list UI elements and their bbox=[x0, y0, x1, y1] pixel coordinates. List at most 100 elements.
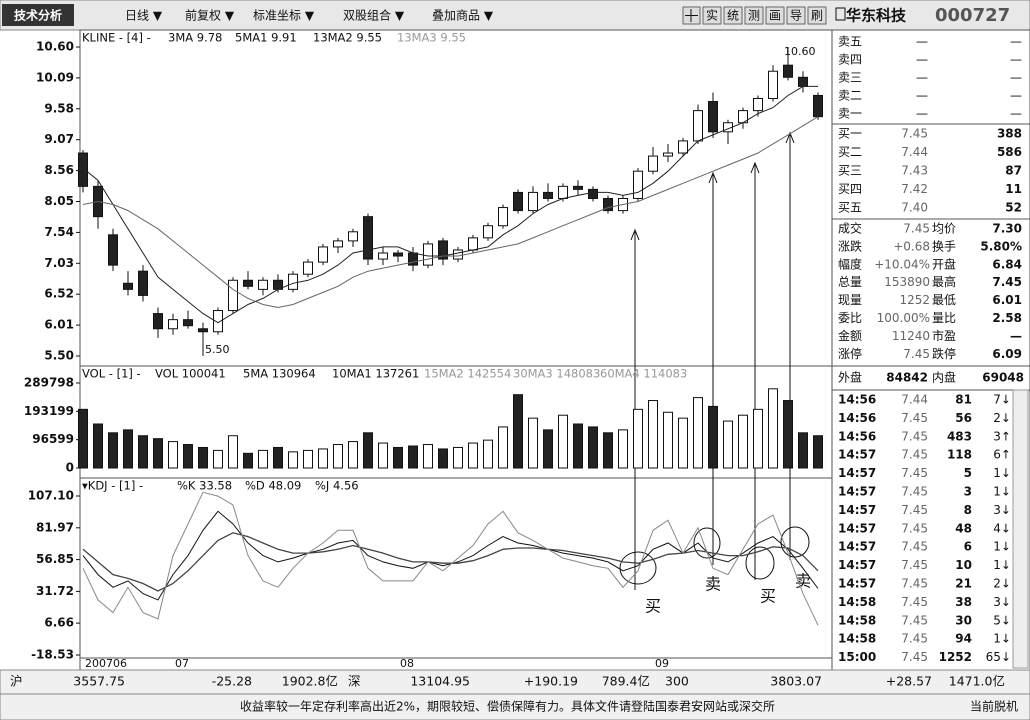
legend: 13MA2 9.55 bbox=[313, 31, 382, 45]
volume-bar bbox=[498, 426, 508, 469]
y-tick-label: -18.53 bbox=[31, 648, 74, 662]
menu[interactable]: 日线 ▼ bbox=[125, 9, 163, 23]
tick-price: 7.45 bbox=[901, 466, 928, 480]
candle-body bbox=[288, 273, 298, 290]
y-tick-label: 56.85 bbox=[36, 552, 74, 566]
tick-volume: 21 bbox=[955, 577, 972, 591]
tick-price: 7.44 bbox=[901, 393, 928, 407]
volume-bar bbox=[333, 444, 343, 469]
buy-price: 7.44 bbox=[901, 145, 928, 159]
sell-volume: — bbox=[1010, 53, 1022, 67]
candle-body bbox=[768, 70, 778, 99]
stat-value: 7.45 bbox=[903, 222, 930, 236]
sell-label: 卖四 bbox=[838, 53, 862, 67]
volume-bar bbox=[348, 441, 358, 469]
outer-value: 84842 bbox=[886, 371, 928, 385]
candle-body bbox=[483, 225, 493, 239]
y-tick-label: 96599 bbox=[32, 432, 74, 446]
legend: %K 33.58 bbox=[177, 479, 232, 493]
tick-count: 3↑ bbox=[993, 429, 1011, 443]
y-tick-label: 5.50 bbox=[44, 349, 74, 363]
stat-value: 1252 bbox=[899, 293, 930, 307]
button[interactable] bbox=[765, 6, 785, 25]
scrollbar[interactable] bbox=[1012, 389, 1029, 669]
tick-time: 14:57 bbox=[838, 485, 876, 499]
tab[interactable] bbox=[2, 4, 74, 26]
menu[interactable]: 叠加商品 ▼ bbox=[432, 8, 494, 23]
candle-body bbox=[588, 188, 598, 199]
candle-body bbox=[813, 94, 823, 118]
tick-volume: 94 bbox=[955, 632, 972, 646]
tick-price: 7.45 bbox=[901, 595, 928, 609]
volume-bar bbox=[138, 435, 148, 469]
volume-bar bbox=[483, 439, 493, 469]
volume-bar bbox=[213, 449, 223, 469]
tick-time: 14:57 bbox=[838, 577, 876, 591]
volume-bar bbox=[453, 446, 463, 469]
stat-label: 开盘 bbox=[932, 256, 956, 271]
tab-title: 技术分析 bbox=[14, 8, 62, 23]
candle-body bbox=[108, 234, 118, 266]
volume-bar bbox=[108, 432, 118, 469]
candle-body bbox=[423, 243, 433, 266]
signal: 卖 bbox=[705, 575, 721, 594]
stock-name: 华东科技 bbox=[846, 7, 907, 25]
stat-label: 最高 bbox=[932, 274, 956, 289]
candle-body bbox=[363, 216, 373, 260]
stat-value: +0.68 bbox=[893, 239, 930, 253]
button[interactable] bbox=[702, 6, 722, 25]
button-label: 统 bbox=[727, 9, 739, 23]
buy-label: 买五 bbox=[838, 201, 862, 215]
volume-bar bbox=[153, 438, 163, 469]
volume-bar bbox=[243, 452, 253, 469]
circle bbox=[693, 527, 721, 559]
y-tick-label: 107.10 bbox=[28, 489, 74, 503]
y-tick-label: 7.54 bbox=[44, 225, 74, 239]
button[interactable] bbox=[723, 6, 743, 25]
button[interactable] bbox=[807, 6, 827, 25]
volume-bar bbox=[633, 408, 643, 469]
buy-label: 买一 bbox=[838, 127, 862, 141]
stat-value: 7.45 bbox=[903, 347, 930, 361]
tick-time: 14:58 bbox=[838, 595, 876, 609]
candle-body bbox=[648, 155, 658, 172]
tick-price: 7.45 bbox=[901, 558, 928, 572]
menu[interactable]: 前复权 ▼ bbox=[185, 8, 235, 23]
stat-value: 5.80% bbox=[980, 239, 1022, 253]
volume-bar bbox=[93, 423, 103, 469]
menu[interactable]: 标准坐标 ▼ bbox=[253, 9, 315, 23]
y-tick-label: 6.01 bbox=[44, 318, 74, 332]
stat-label: 最低 bbox=[932, 293, 956, 307]
tick-count: 1↓ bbox=[993, 558, 1011, 572]
tick-volume: 10 bbox=[955, 558, 972, 572]
ma-line bbox=[82, 116, 819, 309]
volume-bar bbox=[678, 417, 688, 469]
menu[interactable]: 双股组合 ▼ bbox=[343, 8, 405, 23]
volume-bar bbox=[273, 446, 283, 469]
buy-volume: 586 bbox=[997, 145, 1022, 159]
candle-body bbox=[333, 240, 343, 248]
buy-volume: 52 bbox=[1005, 201, 1022, 215]
index-field: 13104.95 bbox=[410, 674, 470, 689]
tick-volume: 483 bbox=[947, 429, 972, 443]
y-tick-label: 193199 bbox=[24, 404, 74, 418]
tick-time: 14:57 bbox=[838, 503, 876, 517]
candle-body bbox=[528, 191, 538, 212]
candle-body bbox=[378, 252, 388, 260]
tick-count: 6↑ bbox=[993, 448, 1011, 462]
date-label: 07 bbox=[175, 657, 189, 670]
signal: 买 bbox=[760, 587, 776, 606]
tick-count: 3↓ bbox=[993, 503, 1011, 517]
sell-price: — bbox=[916, 71, 928, 85]
button[interactable] bbox=[786, 6, 806, 25]
candle-body bbox=[168, 319, 178, 330]
tick-count: 1↓ bbox=[993, 632, 1011, 646]
volume-bar bbox=[738, 414, 748, 469]
candle-body bbox=[498, 207, 508, 227]
tick-volume: 38 bbox=[955, 595, 972, 609]
volume-bar bbox=[783, 400, 793, 469]
legend: ▾KDJ - [1] - bbox=[82, 479, 143, 493]
candle-body bbox=[408, 252, 418, 266]
stat-label: 涨跌 bbox=[838, 238, 862, 253]
button[interactable] bbox=[744, 6, 764, 25]
